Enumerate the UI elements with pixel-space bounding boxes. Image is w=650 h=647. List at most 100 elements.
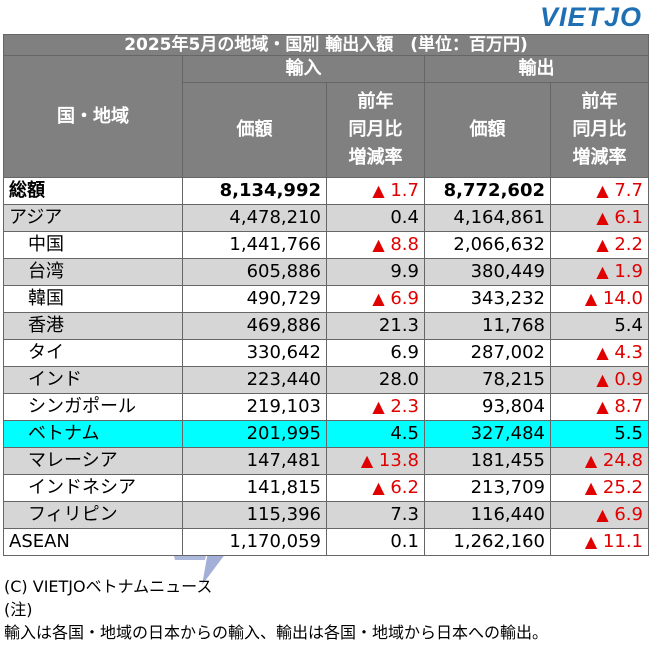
table-row: アジア 4,478,210 0.4 4,164,861 ▲ 6.1	[3, 204, 649, 232]
import-yoy: ▲ 6.2	[326, 474, 425, 502]
import-yoy: ▲ 8.8	[326, 231, 425, 259]
row-name: シンガポール	[3, 393, 183, 421]
export-value: 343,232	[424, 285, 551, 313]
import-value: 147,481	[182, 447, 327, 475]
trade-table: 2025年5月の地域・国別 輸出入額 (単位：百万円) 国・地域 輸入 輸出 価…	[3, 34, 649, 556]
decrease-triangle-icon: ▲	[596, 181, 609, 200]
table-row: シンガポール 219,103 ▲ 2.3 93,804 ▲ 8.7	[3, 393, 649, 421]
import-yoy: 6.9	[326, 339, 425, 367]
import-value: 8,134,992	[182, 177, 327, 205]
table-row: 韓国 490,729 ▲ 6.9 343,232 ▲ 14.0	[3, 285, 649, 313]
export-value: 4,164,861	[424, 204, 551, 232]
row-name: インドネシア	[3, 474, 183, 502]
export-value: 287,002	[424, 339, 551, 367]
row-name: マレーシア	[3, 447, 183, 475]
decrease-triangle-icon: ▲	[360, 451, 374, 470]
export-yoy: 5.5	[550, 420, 649, 448]
export-yoy: ▲ 7.7	[550, 177, 649, 205]
import-value: 141,815	[182, 474, 327, 502]
credit-line: (C) VIETJOベトナムニュース	[4, 577, 213, 596]
export-yoy: ▲ 14.0	[550, 285, 649, 313]
row-name: ASEAN	[3, 528, 183, 556]
decrease-triangle-icon: ▲	[596, 262, 609, 281]
decrease-triangle-icon: ▲	[596, 370, 609, 389]
decrease-triangle-icon: ▲	[372, 181, 385, 200]
row-name: 韓国	[3, 285, 183, 313]
export-yoy: ▲ 8.7	[550, 393, 649, 421]
decrease-triangle-icon: ▲	[584, 451, 598, 470]
import-yoy: 0.4	[326, 204, 425, 232]
decrease-triangle-icon: ▲	[596, 235, 609, 254]
export-value: 2,066,632	[424, 231, 551, 259]
import-yoy: ▲ 2.3	[326, 393, 425, 421]
export-value: 213,709	[424, 474, 551, 502]
import-yoy: ▲ 13.8	[326, 447, 425, 475]
row-name: 中国	[3, 231, 183, 259]
table-row: ベトナム 201,995 4.5 327,484 5.5	[3, 420, 649, 448]
row-name: フィリピン	[3, 501, 183, 529]
table-row: フィリピン 115,396 7.3 116,440 ▲ 6.9	[3, 501, 649, 529]
table-row: 中国 1,441,766 ▲ 8.8 2,066,632 ▲ 2.2	[3, 231, 649, 259]
table-row: マレーシア 147,481 ▲ 13.8 181,455 ▲ 24.8	[3, 447, 649, 475]
row-name: アジア	[3, 204, 183, 232]
decrease-triangle-icon: ▲	[372, 478, 385, 497]
decrease-triangle-icon: ▲	[372, 235, 385, 254]
export-yoy: 5.4	[550, 312, 649, 340]
header-export-yoy: 前年 同月比 増減率	[550, 82, 649, 178]
decrease-triangle-icon: ▲	[596, 208, 609, 227]
export-yoy: ▲ 6.1	[550, 204, 649, 232]
table-row: 台湾 605,886 9.9 380,449 ▲ 1.9	[3, 258, 649, 286]
decrease-triangle-icon: ▲	[596, 343, 609, 362]
row-name: ベトナム	[3, 420, 183, 448]
header-country-region: 国・地域	[3, 55, 183, 178]
export-yoy: ▲ 4.3	[550, 339, 649, 367]
decrease-triangle-icon: ▲	[584, 532, 598, 551]
export-value: 380,449	[424, 258, 551, 286]
notes: (C) VIETJOベトナムニュース (注) 輸入は各国・地域の日本からの輸入、…	[4, 575, 548, 644]
import-value: 469,886	[182, 312, 327, 340]
export-value: 93,804	[424, 393, 551, 421]
decrease-triangle-icon: ▲	[596, 397, 609, 416]
note-label: (注)	[4, 600, 33, 619]
import-value: 223,440	[182, 366, 327, 394]
export-yoy: ▲ 25.2	[550, 474, 649, 502]
import-value: 490,729	[182, 285, 327, 313]
export-value: 116,440	[424, 501, 551, 529]
vietjo-logo: VIETJO	[539, 2, 642, 32]
import-yoy: 4.5	[326, 420, 425, 448]
export-value: 181,455	[424, 447, 551, 475]
import-yoy: ▲ 1.7	[326, 177, 425, 205]
export-yoy: ▲ 0.9	[550, 366, 649, 394]
table-row: 香港 469,886 21.3 11,768 5.4	[3, 312, 649, 340]
import-yoy: 0.1	[326, 528, 425, 556]
header-import-value: 価額	[182, 82, 327, 178]
import-value: 201,995	[182, 420, 327, 448]
import-value: 605,886	[182, 258, 327, 286]
decrease-triangle-icon: ▲	[372, 289, 385, 308]
table-row: インド 223,440 28.0 78,215 ▲ 0.9	[3, 366, 649, 394]
import-value: 4,478,210	[182, 204, 327, 232]
row-name: 台湾	[3, 258, 183, 286]
export-value: 8,772,602	[424, 177, 551, 205]
table-row: ASEAN 1,170,059 0.1 1,262,160 ▲ 11.1	[3, 528, 649, 556]
import-value: 330,642	[182, 339, 327, 367]
table-row: 総額 8,134,992 ▲ 1.7 8,772,602 ▲ 7.7	[3, 177, 649, 205]
import-yoy: 21.3	[326, 312, 425, 340]
header-exports: 輸出	[424, 55, 649, 83]
header-export-value: 価額	[424, 82, 551, 178]
import-value: 1,441,766	[182, 231, 327, 259]
header-imports: 輸入	[182, 55, 425, 83]
decrease-triangle-icon: ▲	[596, 505, 609, 524]
row-name: 香港	[3, 312, 183, 340]
note-text: 輸入は各国・地域の日本からの輸入、輸出は各国・地域から日本への輸出。	[4, 623, 549, 642]
header-import-yoy: 前年 同月比 増減率	[326, 82, 425, 178]
import-yoy: ▲ 6.9	[326, 285, 425, 313]
decrease-triangle-icon: ▲	[584, 289, 598, 308]
table-row: インドネシア 141,815 ▲ 6.2 213,709 ▲ 25.2	[3, 474, 649, 502]
decrease-triangle-icon: ▲	[584, 478, 598, 497]
export-yoy: ▲ 24.8	[550, 447, 649, 475]
export-value: 11,768	[424, 312, 551, 340]
import-yoy: 9.9	[326, 258, 425, 286]
row-name: 総額	[3, 177, 183, 205]
export-value: 78,215	[424, 366, 551, 394]
